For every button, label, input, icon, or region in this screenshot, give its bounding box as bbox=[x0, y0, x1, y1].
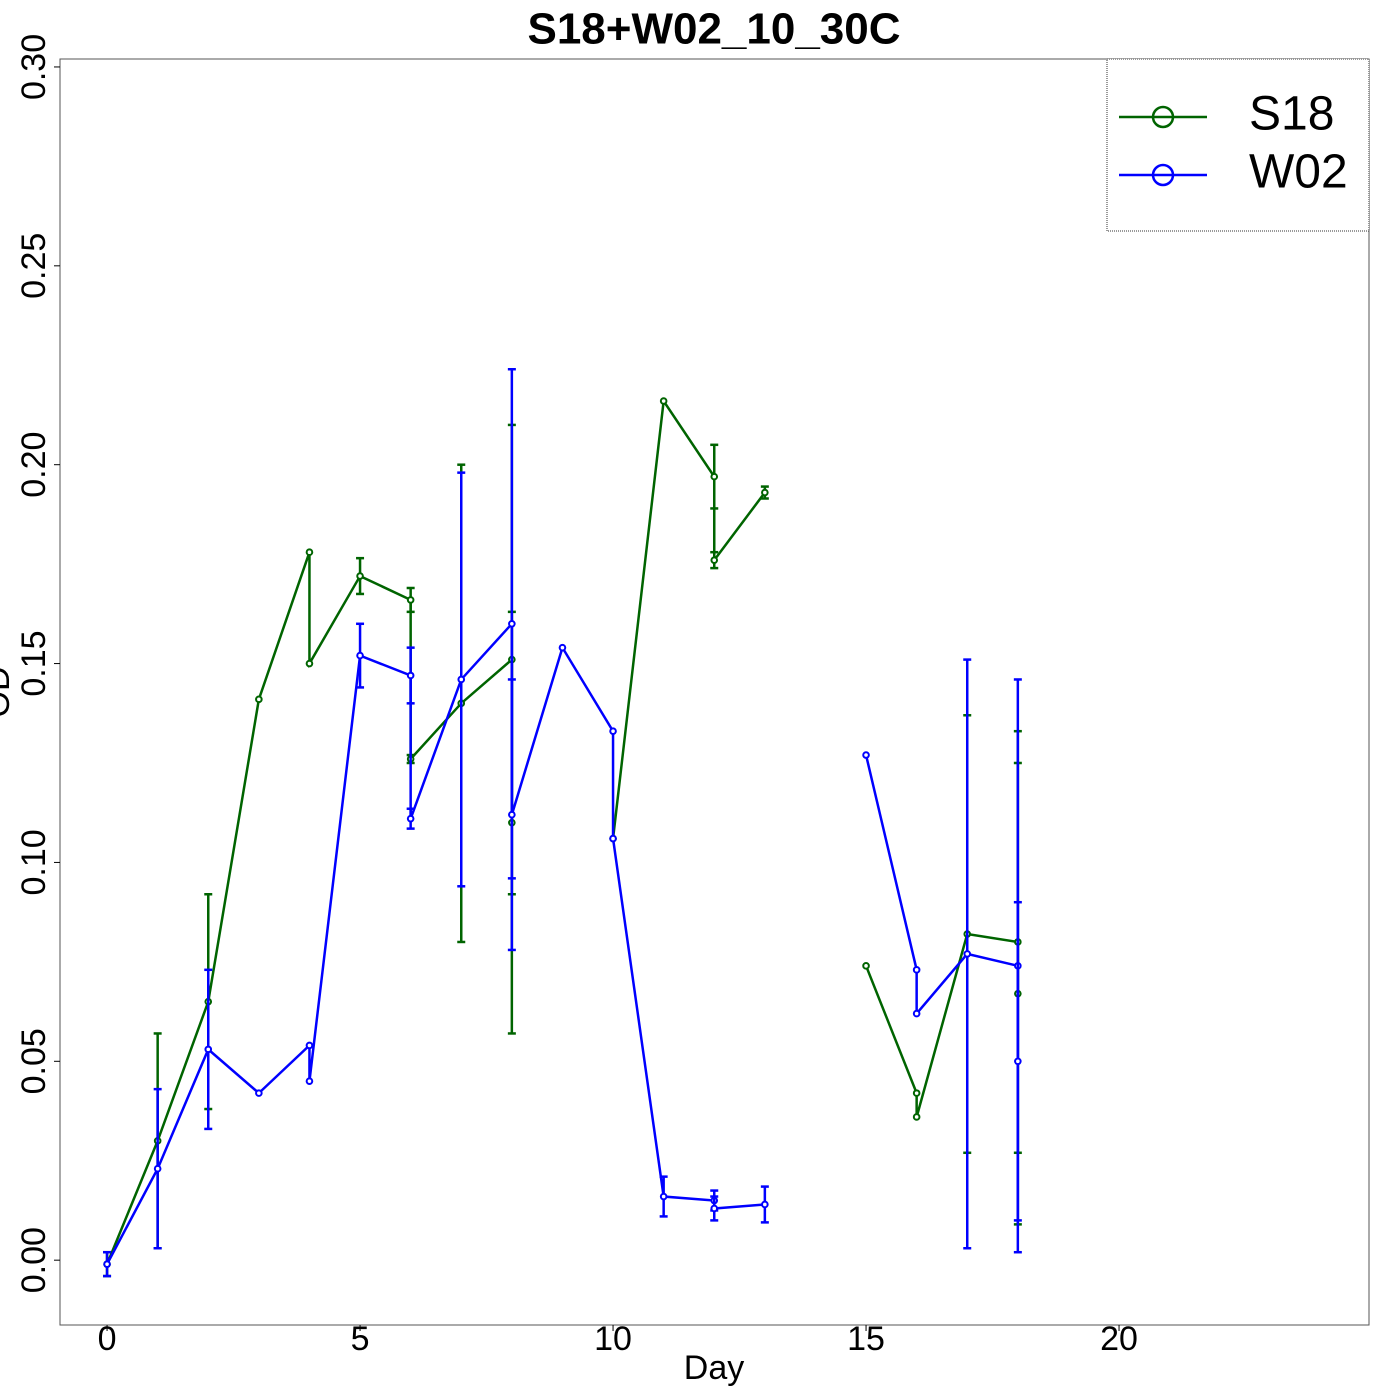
data-point bbox=[862, 962, 870, 970]
data-point bbox=[1014, 1057, 1022, 1066]
data-point bbox=[609, 834, 617, 843]
y-tick-label: 0.15 bbox=[15, 630, 53, 696]
x-tick-label: 0 bbox=[98, 1320, 117, 1358]
series-line bbox=[105, 397, 1020, 1265]
legend-marker bbox=[1151, 163, 1175, 187]
data-point bbox=[508, 810, 516, 819]
data-point bbox=[761, 488, 769, 497]
series-line bbox=[105, 620, 1020, 1265]
data-point bbox=[912, 966, 921, 974]
data-point bbox=[305, 1077, 314, 1085]
data-point bbox=[508, 619, 516, 628]
data-point bbox=[659, 397, 668, 405]
x-tick-label: 10 bbox=[594, 1320, 632, 1358]
data-point bbox=[153, 1164, 162, 1173]
data-point bbox=[963, 950, 972, 958]
data-point bbox=[761, 1200, 769, 1209]
y-tick-label: 0.25 bbox=[15, 233, 53, 299]
legend-label: S18 bbox=[1249, 88, 1334, 141]
y-axis-label: OD bbox=[0, 667, 17, 718]
data-point bbox=[912, 1009, 921, 1018]
data-point bbox=[255, 1089, 263, 1097]
legend-box bbox=[1106, 58, 1370, 232]
y-tick-label: 0.10 bbox=[15, 829, 53, 895]
y-tick-label: 0.30 bbox=[15, 34, 53, 100]
plot-frame bbox=[59, 58, 1370, 1326]
data-point bbox=[558, 643, 567, 652]
data-point bbox=[862, 751, 870, 759]
data-point bbox=[912, 1089, 921, 1097]
x-axis-label: Day bbox=[684, 1349, 744, 1387]
data-point bbox=[406, 596, 415, 604]
data-point bbox=[659, 1192, 668, 1201]
data-point bbox=[356, 572, 364, 580]
data-point bbox=[305, 1041, 314, 1050]
data-point bbox=[356, 651, 364, 660]
data-point bbox=[204, 1045, 213, 1054]
data-point bbox=[912, 1113, 921, 1121]
data-point bbox=[406, 814, 415, 823]
x-tick-label: 20 bbox=[1100, 1320, 1138, 1358]
data-point bbox=[305, 659, 314, 668]
data-point bbox=[255, 695, 263, 704]
data-point bbox=[710, 1204, 719, 1213]
y-tick-label: 0.20 bbox=[15, 432, 53, 498]
data-point bbox=[710, 472, 719, 481]
chart-title: S18+W02_10_30C bbox=[527, 5, 900, 54]
data-point bbox=[406, 671, 415, 680]
data-point bbox=[305, 548, 314, 556]
legend-label: W02 bbox=[1249, 146, 1348, 199]
data-point bbox=[710, 556, 719, 564]
y-tick-label: 0.05 bbox=[15, 1028, 53, 1094]
data-point bbox=[457, 675, 466, 684]
x-tick-label: 5 bbox=[351, 1320, 370, 1358]
x-tick-label: 15 bbox=[847, 1320, 885, 1358]
y-tick-label: 0.00 bbox=[15, 1227, 53, 1293]
legend-marker bbox=[1151, 105, 1175, 129]
data-point bbox=[103, 1260, 111, 1268]
data-point bbox=[609, 727, 617, 735]
